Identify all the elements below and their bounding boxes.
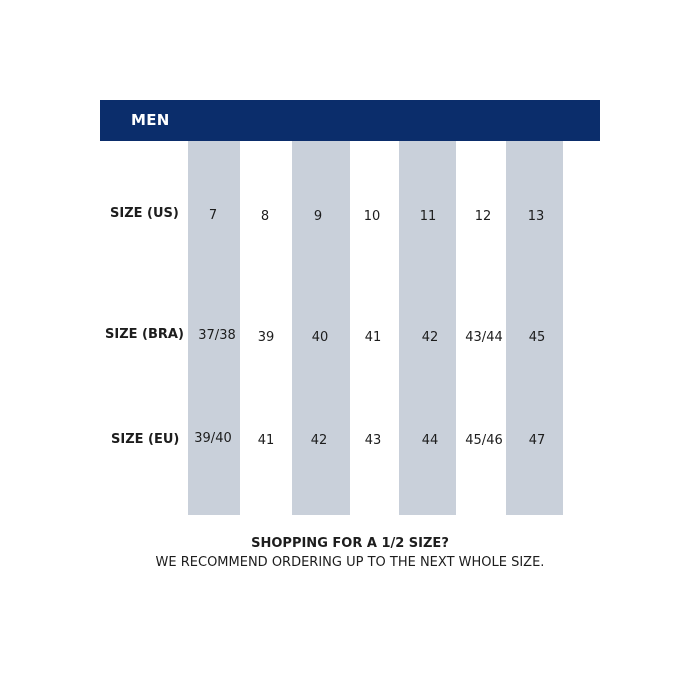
size-cell: 39 [257, 330, 275, 345]
column-shade [399, 141, 456, 515]
size-cell: 41 [257, 433, 275, 448]
half-size-question: SHOPPING FOR A 1/2 SIZE? [251, 536, 449, 551]
size-cell: 41 [364, 330, 382, 345]
size-cell: 40 [311, 330, 329, 345]
size-cell: 45 [528, 330, 546, 345]
size-cell: 9 [313, 209, 323, 224]
size-cell: 42 [421, 330, 439, 345]
size-cell: 39/40 [194, 431, 232, 446]
column-shade [292, 141, 350, 515]
row-label-eu: SIZE (EU) [111, 432, 180, 447]
size-cell: 13 [527, 209, 545, 224]
size-cell: 12 [474, 209, 492, 224]
half-size-recommendation: WE RECOMMEND ORDERING UP TO THE NEXT WHO… [155, 555, 545, 570]
row-label-bra: SIZE (BRA) [105, 327, 184, 342]
size-cell: 8 [260, 209, 270, 224]
size-cell: 37/38 [198, 328, 236, 343]
section-title: MEN [131, 111, 170, 129]
size-cell: 10 [363, 209, 381, 224]
column-shade [506, 141, 563, 515]
size-cell: 42 [310, 433, 328, 448]
size-cell: 43/44 [465, 330, 503, 345]
row-label-us: SIZE (US) [110, 206, 179, 221]
header-bar: MEN [100, 100, 600, 141]
size-cell: 47 [528, 433, 546, 448]
size-cell: 7 [208, 208, 218, 223]
column-shade [188, 141, 240, 515]
size-cell: 11 [419, 209, 437, 224]
size-cell: 43 [364, 433, 382, 448]
size-cell: 44 [421, 433, 439, 448]
size-cell: 45/46 [465, 433, 503, 448]
